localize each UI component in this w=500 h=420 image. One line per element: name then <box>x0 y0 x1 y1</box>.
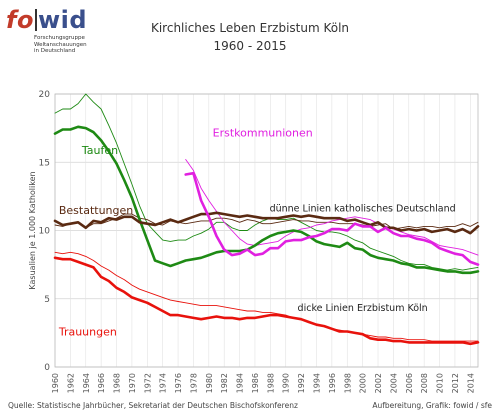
series-line-deutschland <box>54 93 479 271</box>
series-line-deutschland <box>185 159 479 256</box>
series-line-erzbistum <box>53 211 480 235</box>
x-tick-label: 1984 <box>236 373 245 393</box>
y-tick-label: 15 <box>39 158 50 168</box>
logo-subtitle-line: Forschungsgruppe <box>34 35 85 41</box>
x-tick-label: 2012 <box>451 373 460 393</box>
x-tick-label: 1986 <box>251 373 260 393</box>
y-tick-label: 0 <box>44 363 50 373</box>
y-tick-label: 10 <box>39 227 51 237</box>
logo-brand-right: wid <box>37 6 88 34</box>
annotation-label: dicke Linien Erzbistum Köln <box>298 303 428 314</box>
x-tick-label: 1992 <box>297 373 306 393</box>
logo-subtitle-line: in Deutschland <box>34 48 76 55</box>
x-tick-label: 2014 <box>466 373 475 393</box>
x-tick-label: 1962 <box>66 373 75 393</box>
logo-subtitle: Forschungsgruppe Weltanschauungen in Deu… <box>34 35 90 55</box>
x-tick-label: 1968 <box>113 373 122 393</box>
x-tick-label: 1978 <box>189 373 198 393</box>
logo-brand-left: fo <box>6 6 34 34</box>
fowid-logo: fo wid Forschungsgruppe Weltanschauungen … <box>6 6 88 70</box>
x-tick-label: 2008 <box>420 373 429 393</box>
line-chart: 0 5 10 15 20 1960 1962 1964 1966 1968 1970 1972 1974… <box>28 90 480 393</box>
x-tick-label: 1966 <box>97 373 106 393</box>
x-tick-label: 2002 <box>374 373 383 393</box>
y-axis-label: Kasualien je 1.000 Katholiken <box>28 171 37 289</box>
source-note: Quelle: Statistische Jahrbücher, Sekreta… <box>8 401 298 410</box>
x-tick-label: 1980 <box>205 373 214 393</box>
series-label: Taufen <box>81 144 118 157</box>
x-tick-label: 2004 <box>389 373 398 393</box>
series-label: Bestattungen <box>59 204 133 217</box>
x-tick-label: 1996 <box>328 373 337 393</box>
plot-border <box>54 93 479 368</box>
annotations: dünne Linien katholisches Deutschland dic… <box>270 203 456 314</box>
series-line-erzbistum <box>53 125 480 275</box>
x-tick-label: 1990 <box>282 373 291 393</box>
axes: 0 5 10 15 20 1960 1962 1964 1966 1968 1970 1972 1974… <box>28 90 479 393</box>
x-tick-label: 1964 <box>82 373 91 393</box>
x-tick-label: 2006 <box>405 373 414 393</box>
y-tick-label: 5 <box>44 295 50 305</box>
x-tick-label: 1982 <box>220 373 229 393</box>
series-line-erzbistum <box>184 171 480 266</box>
series-line-deutschland <box>54 251 479 342</box>
x-tick-label: 1994 <box>312 373 321 393</box>
x-tick-label: 2000 <box>359 373 368 393</box>
series-line-erzbistum <box>53 256 480 346</box>
x-tick-label: 1976 <box>174 373 183 393</box>
x-tick-label: 1974 <box>159 373 168 393</box>
series-label: Erstkommunionen <box>213 126 313 139</box>
x-tick-label: 1970 <box>128 373 137 393</box>
x-tick-label: 1960 <box>51 373 60 393</box>
chart-title: Kirchliches Leben Erzbistum Köln <box>150 21 350 35</box>
chart-subtitle: 1960 - 2015 <box>213 39 287 53</box>
series-labels: Taufen Bestattungen Erstkommunionen Trauung… <box>58 126 313 338</box>
logo-divider <box>34 9 37 31</box>
credit-note: Aufbereitung, Grafik: fowid / sfe <box>372 401 492 410</box>
annotation-label: dünne Linien katholisches Deutschland <box>270 203 456 214</box>
x-tick-label: 1988 <box>266 373 275 393</box>
series-lines <box>53 93 480 346</box>
series-label: Trauungen <box>58 326 117 339</box>
x-tick-label: 2010 <box>436 373 445 393</box>
logo-subtitle-line: Weltanschauungen <box>34 41 87 48</box>
logo-wordmark: fo wid <box>6 6 87 34</box>
y-tick-label: 20 <box>39 90 51 100</box>
x-tick-label: 1998 <box>343 373 352 393</box>
series-line-deutschland <box>54 213 479 230</box>
x-tick-label: 1972 <box>143 373 152 393</box>
